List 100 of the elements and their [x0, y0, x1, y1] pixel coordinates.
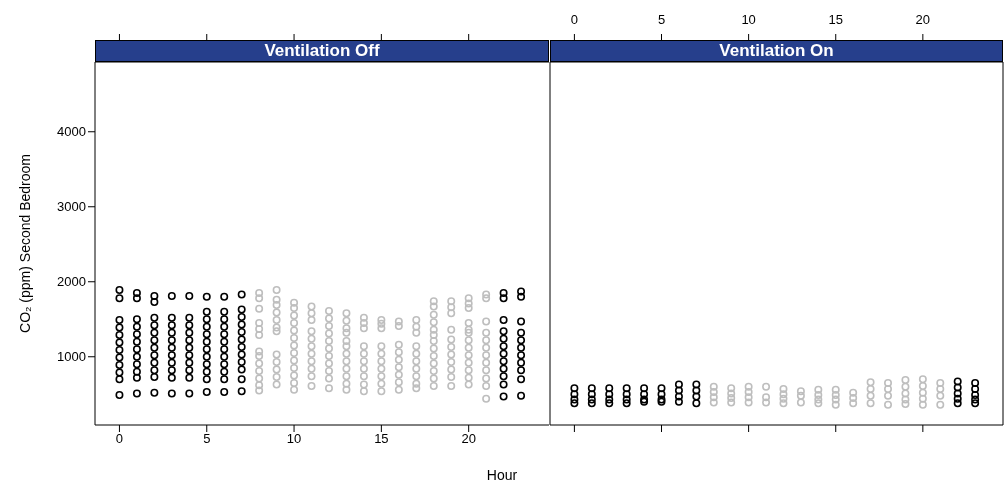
point	[640, 384, 649, 393]
point	[796, 387, 805, 396]
point	[622, 384, 631, 393]
point	[901, 376, 910, 384]
x-tick-label: 5	[203, 431, 211, 447]
point	[936, 391, 945, 400]
point	[605, 384, 614, 393]
point	[605, 390, 614, 399]
point	[744, 388, 753, 396]
point	[570, 395, 579, 404]
point	[709, 398, 718, 407]
point	[971, 379, 980, 387]
point	[622, 399, 631, 408]
point	[727, 389, 736, 398]
point	[779, 390, 788, 399]
chart-title: Ventilation On	[550, 40, 1003, 62]
x-tick-label: 0	[115, 431, 124, 447]
point	[849, 399, 858, 408]
point	[953, 394, 962, 403]
point	[918, 400, 927, 409]
point	[814, 399, 823, 408]
point	[953, 399, 962, 408]
point	[779, 385, 788, 393]
point	[692, 392, 701, 401]
point	[640, 390, 649, 399]
point	[657, 390, 666, 399]
point	[570, 390, 579, 399]
y-tick-label: 3000	[57, 199, 86, 215]
point	[814, 395, 823, 404]
point	[709, 388, 718, 396]
x-tick-label: 10	[741, 12, 756, 27]
point	[744, 393, 753, 402]
point	[570, 384, 579, 393]
point	[814, 385, 823, 394]
point	[971, 385, 980, 393]
x-tick-label: 15	[828, 12, 843, 27]
y-tick-label: 4000	[57, 124, 86, 140]
point	[674, 397, 683, 406]
x-tick-label: 20	[461, 431, 476, 447]
point	[953, 377, 962, 386]
point	[570, 399, 579, 408]
point	[953, 383, 962, 392]
point	[901, 389, 910, 398]
point	[884, 385, 893, 393]
point	[762, 382, 771, 391]
point	[918, 375, 927, 384]
point	[762, 393, 771, 402]
point	[587, 384, 596, 393]
point	[953, 389, 962, 398]
y-tick-label: 2000	[57, 274, 86, 290]
point	[692, 399, 701, 408]
point	[727, 398, 736, 407]
point	[744, 398, 753, 407]
point	[831, 385, 840, 394]
point	[901, 400, 910, 408]
point	[971, 391, 980, 399]
point	[884, 400, 893, 409]
x-tick-label: 0	[570, 12, 579, 27]
point	[901, 395, 910, 404]
x-axis-title: Hour	[485, 467, 519, 483]
point	[727, 384, 736, 393]
point	[901, 382, 910, 391]
point	[866, 378, 875, 387]
point	[779, 394, 788, 403]
point	[936, 379, 945, 387]
point	[657, 384, 666, 393]
point	[866, 385, 875, 393]
y-tick-label: 1000	[57, 349, 86, 365]
point	[796, 398, 805, 407]
point	[918, 382, 927, 390]
x-tick-label: 15	[374, 431, 389, 447]
point	[587, 395, 596, 404]
point	[936, 385, 945, 393]
point	[849, 394, 858, 402]
point	[605, 395, 614, 404]
point	[814, 391, 823, 399]
point	[866, 391, 875, 400]
point	[918, 394, 927, 403]
point	[622, 395, 631, 404]
chart-title: Ventilation Off	[95, 40, 549, 62]
x-tick-label: 10	[286, 431, 302, 447]
point	[918, 388, 927, 397]
point	[709, 382, 718, 391]
point	[884, 379, 893, 387]
point	[831, 400, 840, 409]
y-axis-title: CO₂ (ppm) Second Bedroom	[17, 154, 33, 333]
x-tick-label: 20	[915, 12, 931, 27]
point	[971, 395, 980, 404]
point	[587, 399, 596, 408]
point	[849, 388, 858, 397]
point	[831, 391, 840, 399]
point	[866, 399, 875, 408]
point	[762, 398, 771, 407]
point	[779, 399, 788, 408]
point	[884, 391, 893, 400]
point	[831, 395, 840, 404]
point	[936, 400, 945, 409]
point	[709, 393, 718, 402]
point	[674, 392, 683, 401]
point	[622, 390, 631, 399]
